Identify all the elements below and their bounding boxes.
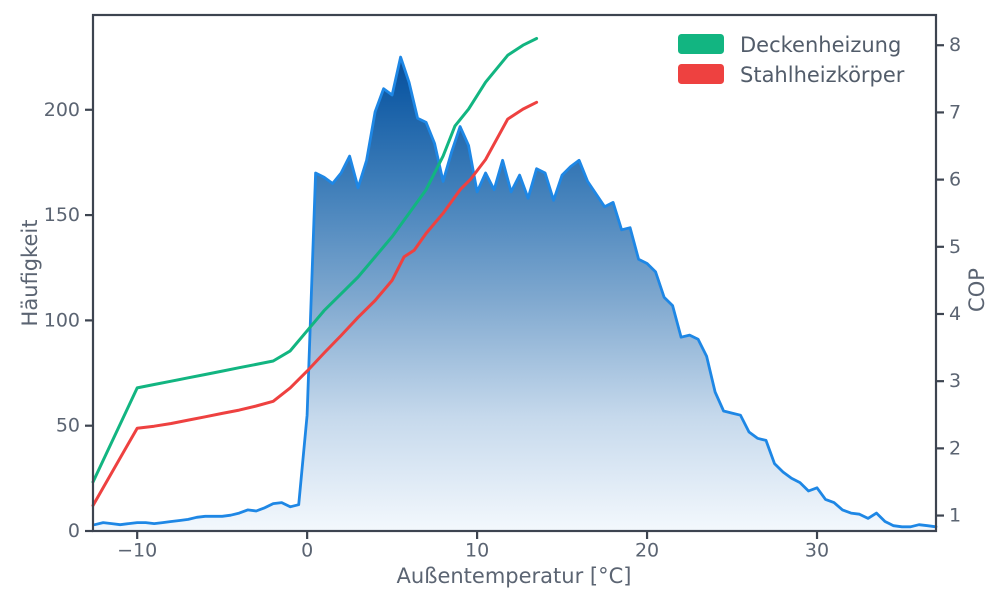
y-right-tick-label: 8 xyxy=(949,34,961,56)
x-axis-label: Außentemperatur [°C] xyxy=(397,564,632,588)
y-left-tick-label: 50 xyxy=(56,415,80,437)
y-right-axis-label: COP xyxy=(965,268,989,312)
y-right-tick-label: 5 xyxy=(949,236,961,258)
histogram-area xyxy=(94,57,936,531)
legend-swatch-stahlheizkoerper xyxy=(678,64,724,84)
y-left-tick-label: 200 xyxy=(44,99,80,121)
plot-border xyxy=(91,13,938,533)
y-left-axis-label: Häufigkeit xyxy=(18,220,42,327)
y-left-tick-label: 0 xyxy=(68,520,80,542)
ticks-layer: −10 0 10 20 30 0 50 100 150 200 1 2 3 4 5 6 7 8 xyxy=(44,34,961,561)
y-right-tick-label: 2 xyxy=(949,437,961,459)
x-tick-label: −10 xyxy=(117,540,157,562)
y-right-tick-label: 7 xyxy=(949,101,961,123)
line-deckenheizung xyxy=(91,37,539,484)
y-right-tick-label: 3 xyxy=(949,370,961,392)
y-left-tick-label: 100 xyxy=(44,309,80,331)
legend: Deckenheizung Stahlheizkörper xyxy=(678,33,905,87)
x-tick-label: 0 xyxy=(301,540,313,562)
x-tick-label: 30 xyxy=(805,540,829,562)
y-right-tick-label: 6 xyxy=(949,169,961,191)
y-right-tick-label: 4 xyxy=(949,303,961,325)
series-layer xyxy=(91,37,938,531)
legend-label-stahlheizkoerper: Stahlheizkörper xyxy=(740,63,905,87)
y-right-tick-label: 1 xyxy=(949,505,961,527)
x-tick-label: 20 xyxy=(635,540,659,562)
legend-label-deckenheizung: Deckenheizung xyxy=(740,33,901,57)
histogram-outline xyxy=(93,55,938,529)
line-stahlheizkoerper xyxy=(91,100,539,507)
legend-swatch-deckenheizung xyxy=(678,34,724,54)
y-left-tick-label: 150 xyxy=(44,204,80,226)
x-tick-label: 10 xyxy=(465,540,489,562)
